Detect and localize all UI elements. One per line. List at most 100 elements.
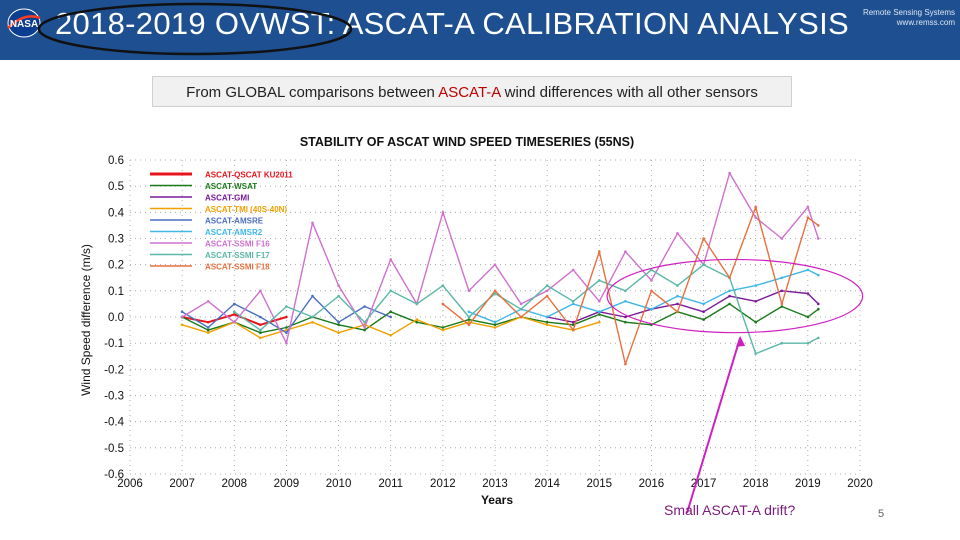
- data-point: [702, 302, 705, 306]
- data-point: [545, 315, 549, 319]
- data-point: [780, 302, 784, 306]
- data-point: [233, 302, 236, 306]
- data-point: [598, 300, 601, 303]
- data-point: [493, 263, 497, 266]
- data-point: [571, 268, 575, 272]
- data-point: [180, 315, 184, 319]
- data-point: [650, 279, 653, 282]
- legend-label: ASCAT-QSCAT KU2011: [205, 171, 293, 180]
- data-point: [806, 205, 810, 209]
- data-point: [285, 326, 288, 329]
- data-point: [598, 279, 601, 282]
- data-point: [337, 331, 340, 334]
- data-point: [817, 302, 820, 306]
- data-point: [206, 300, 210, 303]
- data-point: [702, 310, 705, 314]
- data-point: [233, 310, 236, 314]
- y-tick-label: -0.5: [104, 443, 124, 455]
- data-point: [728, 276, 731, 280]
- x-tick-label: 2020: [847, 478, 873, 490]
- data-point: [415, 318, 419, 321]
- x-tick-label: 2010: [326, 478, 352, 490]
- data-point: [415, 302, 419, 306]
- data-point: [650, 289, 653, 293]
- data-point: [598, 310, 601, 314]
- x-tick-label: 2019: [795, 478, 821, 490]
- data-point: [728, 289, 731, 293]
- data-point: [363, 326, 366, 329]
- data-point: [493, 289, 497, 293]
- drift-arrow-head: [736, 335, 746, 347]
- data-point: [754, 216, 757, 219]
- drift-annotation: Small ASCAT-A drift?: [664, 502, 796, 518]
- y-tick-label: -0.4: [104, 417, 124, 429]
- data-point: [806, 292, 810, 295]
- data-point: [676, 232, 679, 235]
- data-point: [754, 300, 757, 303]
- x-tick-label: 2008: [221, 478, 247, 490]
- data-point: [519, 302, 523, 306]
- chart-x-axis-label: Years: [481, 493, 513, 507]
- data-point: [598, 250, 601, 253]
- data-point: [206, 326, 210, 329]
- rss-logo-line1: Remote Sensing Systems: [862, 8, 955, 17]
- data-point: [389, 334, 393, 337]
- subtitle-suffix: wind differences with all other sensors: [500, 84, 758, 101]
- data-point: [415, 320, 419, 324]
- series-line-ascat-wsat: [181, 303, 819, 334]
- legend-label: ASCAT-TMI (40S-40N): [205, 205, 287, 214]
- data-point: [624, 315, 627, 319]
- data-point: [545, 289, 549, 293]
- data-point: [780, 276, 784, 280]
- subtitle-prefix: From GLOBAL comparisons between: [186, 84, 439, 101]
- data-point: [817, 273, 820, 277]
- data-point: [545, 320, 549, 324]
- data-point: [285, 331, 288, 334]
- data-point: [259, 323, 262, 327]
- legend-label: ASCAT-GMI: [205, 194, 249, 203]
- data-point: [206, 328, 210, 332]
- data-point: [233, 320, 236, 324]
- data-point: [311, 294, 314, 298]
- data-point: [817, 336, 820, 340]
- data-point: [337, 320, 340, 324]
- legend-label: ASCAT-WSAT: [205, 182, 257, 191]
- data-point: [519, 315, 523, 319]
- data-point: [598, 320, 601, 324]
- data-point: [311, 320, 314, 324]
- data-point: [363, 305, 366, 308]
- data-point: [311, 221, 314, 225]
- y-tick-label: 0.6: [108, 155, 124, 167]
- data-point: [702, 263, 705, 266]
- data-point: [806, 341, 810, 345]
- data-point: [467, 318, 471, 321]
- x-tick-label: 2012: [430, 478, 456, 490]
- data-point: [676, 302, 679, 306]
- x-tick-label: 2018: [743, 478, 769, 490]
- data-point: [702, 237, 705, 240]
- y-tick-label: 0.0: [108, 312, 124, 324]
- data-point: [624, 362, 627, 366]
- x-tick-label: 2011: [378, 478, 403, 490]
- data-point: [676, 284, 679, 287]
- data-point: [259, 336, 262, 340]
- drift-ellipse: [606, 258, 864, 334]
- data-point: [817, 307, 820, 311]
- data-point: [624, 250, 627, 253]
- data-point: [259, 328, 262, 332]
- data-point: [441, 211, 445, 214]
- series-line-ascat-ssmi-f16: [181, 172, 819, 344]
- title-bar: [0, 0, 960, 60]
- data-point: [206, 331, 210, 334]
- data-point: [311, 315, 314, 319]
- data-point: [817, 237, 820, 240]
- data-point: [285, 315, 288, 319]
- subtitle-box: From GLOBAL comparisons between ASCAT-A …: [152, 76, 792, 107]
- data-point: [493, 292, 497, 295]
- x-tick-label: 2009: [274, 478, 300, 490]
- data-point: [754, 284, 757, 287]
- x-tick-label: 2016: [639, 478, 665, 490]
- legend-label: ASCAT-SSMI F17: [205, 251, 270, 260]
- data-point: [545, 323, 549, 327]
- page-number: 5: [878, 508, 885, 520]
